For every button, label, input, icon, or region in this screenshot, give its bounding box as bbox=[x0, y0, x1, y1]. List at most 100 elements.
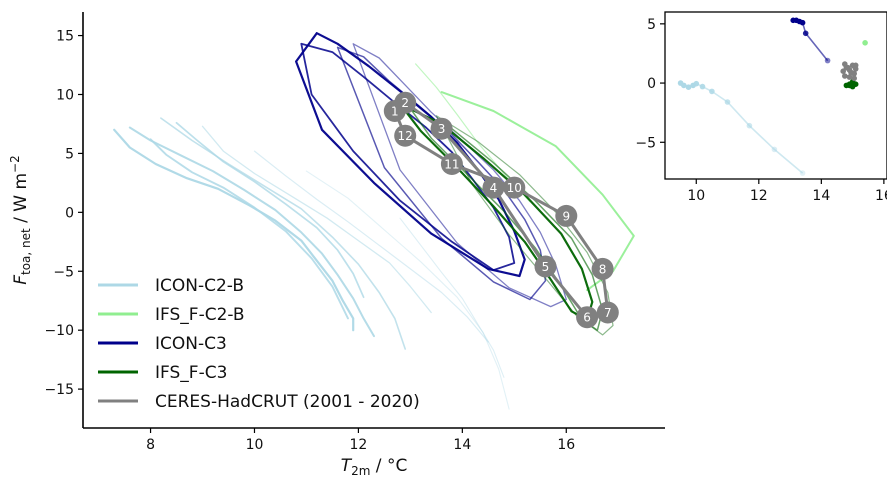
inset-line-icon-c2-b bbox=[680, 82, 804, 174]
month-marker-9 bbox=[555, 204, 578, 227]
inset-x-tick-label-14: 14 bbox=[812, 188, 830, 204]
series-line-icon-c2-b-6 bbox=[253, 150, 489, 343]
inset-axes bbox=[664, 11, 887, 180]
month-marker-7 bbox=[596, 301, 619, 324]
series-line-icon-c3-11 bbox=[295, 32, 526, 278]
series-line-ifs-f-c3-17 bbox=[435, 115, 614, 336]
series-line-icon-c3-12 bbox=[300, 42, 516, 272]
inset-point-icon-c2-b-7 bbox=[724, 99, 731, 105]
inset-y-tick-label-0: 0 bbox=[647, 76, 656, 92]
inset-point-ifs-f-c2-b-0 bbox=[862, 40, 868, 46]
x-tick-label-16: 16 bbox=[557, 437, 575, 453]
x-axis-label-main: T bbox=[341, 456, 353, 476]
inset-point-icon-c3-3 bbox=[799, 19, 806, 26]
y-axis-label-sub: toa, net bbox=[19, 228, 33, 275]
month-marker-4 bbox=[482, 176, 505, 199]
legend-label-icon-c3: ICON-C3 bbox=[155, 334, 227, 354]
y-axis-label-main: F bbox=[11, 275, 31, 285]
inset-point-icon-c2-b-2 bbox=[685, 84, 692, 90]
inset-point-icon-c2-b-4 bbox=[693, 80, 700, 87]
month-label-7: 7 bbox=[604, 306, 612, 320]
month-label-12: 12 bbox=[398, 129, 413, 143]
y-tick-label-5: 5 bbox=[65, 146, 74, 162]
y-tick-label--5: −5 bbox=[53, 264, 74, 280]
month-label-1: 1 bbox=[391, 105, 399, 119]
series-line-icon-c2-b-2 bbox=[149, 138, 349, 320]
month-label-4: 4 bbox=[490, 181, 498, 195]
y-tick-label--15: −15 bbox=[44, 382, 74, 398]
inset-point-icon-c3-4 bbox=[802, 30, 809, 37]
y-axis-label: Ftoa, net / W m−2 bbox=[8, 155, 33, 285]
inset-y-tick-label--5: −5 bbox=[635, 135, 656, 151]
legend-label-ifs-f-c2-b: IFS_F-C2-B bbox=[155, 305, 245, 325]
inset-point-ceres-hadcrut-2001-2020-12 bbox=[846, 67, 853, 73]
month-marker-12 bbox=[394, 124, 417, 147]
inset-point-icon-c2-b-6 bbox=[709, 88, 715, 95]
inset-ticks: 10 12 14 16 −5 0 5 bbox=[635, 17, 887, 204]
x-tick-label-8: 8 bbox=[146, 437, 155, 453]
inset-point-icon-c2-b-10 bbox=[799, 170, 806, 176]
month-marker-10 bbox=[503, 176, 526, 199]
series-line-ifs-f-c2-b-9 bbox=[415, 63, 531, 203]
y-tick-label--10: −10 bbox=[44, 323, 74, 339]
month-label-9: 9 bbox=[562, 209, 570, 223]
month-marker-5 bbox=[534, 255, 557, 278]
inset-point-ceres-hadcrut-2001-2020-10 bbox=[851, 75, 857, 82]
inset-point-icon-c2-b-5 bbox=[699, 83, 706, 90]
x-axis-label-sub: 2m bbox=[351, 464, 370, 477]
inset-point-ceres-hadcrut-2001-2020-11 bbox=[852, 62, 859, 69]
inset-point-icon-c3-5 bbox=[824, 57, 831, 64]
inset-x-tick-label-10: 10 bbox=[687, 188, 705, 204]
x-tick-label-14: 14 bbox=[453, 437, 471, 453]
y-axis-label-sup: −2 bbox=[8, 155, 22, 173]
inset-line-icon-c3 bbox=[793, 19, 829, 62]
month-marker-6 bbox=[576, 306, 599, 329]
inset-point-ifs-f-c3-5 bbox=[846, 82, 853, 89]
series-line-icon-c3-13 bbox=[336, 46, 547, 301]
inset-point-ceres-hadcrut-2001-2020-6 bbox=[842, 73, 848, 79]
month-marker-3 bbox=[430, 117, 453, 140]
series-line-icon-c3-14 bbox=[352, 43, 567, 308]
month-label-10: 10 bbox=[507, 181, 522, 195]
month-marker-11 bbox=[440, 153, 463, 175]
inset-x-tick-label-16: 16 bbox=[875, 188, 887, 204]
month-label-3: 3 bbox=[438, 122, 446, 136]
inset-point-icon-c2-b-9 bbox=[771, 146, 778, 153]
series-line-icon-c2-b-7 bbox=[305, 170, 510, 410]
y-tick-label-0: 0 bbox=[65, 205, 74, 221]
x-axis-label: T2m / °C bbox=[341, 456, 408, 477]
series-line-icon-c2-b-4 bbox=[160, 117, 407, 350]
month-label-5: 5 bbox=[542, 260, 550, 274]
series-line-icon-c2-b-3 bbox=[175, 121, 365, 299]
inset-plot bbox=[677, 17, 868, 176]
month-marker-8 bbox=[591, 257, 614, 280]
legend-label-ceres-hadcrut-2001-2020: CERES-HadCRUT (2001 - 2020) bbox=[155, 392, 420, 412]
month-label-8: 8 bbox=[599, 262, 607, 276]
series-line-ifs-f-c3-16 bbox=[409, 107, 604, 331]
x-tick-label-12: 12 bbox=[349, 437, 367, 453]
y-axis-label-unit: / W m bbox=[11, 173, 31, 228]
inset-y-tick-label-5: 5 bbox=[647, 17, 656, 33]
month-marker-2 bbox=[394, 91, 417, 114]
legend: ICON-C2-B IFS_F-C2-B ICON-C3 IFS_F-C3 CERES-… bbox=[98, 276, 420, 412]
x-tick-label-10: 10 bbox=[246, 437, 264, 453]
inset-point-icon-c2-b-8 bbox=[746, 122, 753, 129]
inset-frame bbox=[664, 11, 887, 180]
legend-label-ifs-f-c3: IFS_F-C3 bbox=[155, 363, 227, 383]
series-line-icon-c2-b-8 bbox=[399, 217, 505, 378]
legend-label-icon-c2-b: ICON-C2-B bbox=[155, 276, 244, 296]
y-tick-label-15: 15 bbox=[56, 29, 74, 45]
month-label-6: 6 bbox=[583, 311, 591, 325]
series-line-icon-c2-b-1 bbox=[128, 126, 375, 338]
inset-point-icon-c2-b-1 bbox=[681, 82, 687, 89]
series-line-icon-c2-b-0 bbox=[113, 128, 355, 332]
month-label-11: 11 bbox=[444, 158, 459, 172]
x-axis-label-unit: / °C bbox=[370, 456, 407, 476]
main-axes bbox=[82, 12, 665, 429]
y-tick-label-10: 10 bbox=[56, 87, 74, 103]
inset-x-tick-label-12: 12 bbox=[750, 188, 768, 204]
